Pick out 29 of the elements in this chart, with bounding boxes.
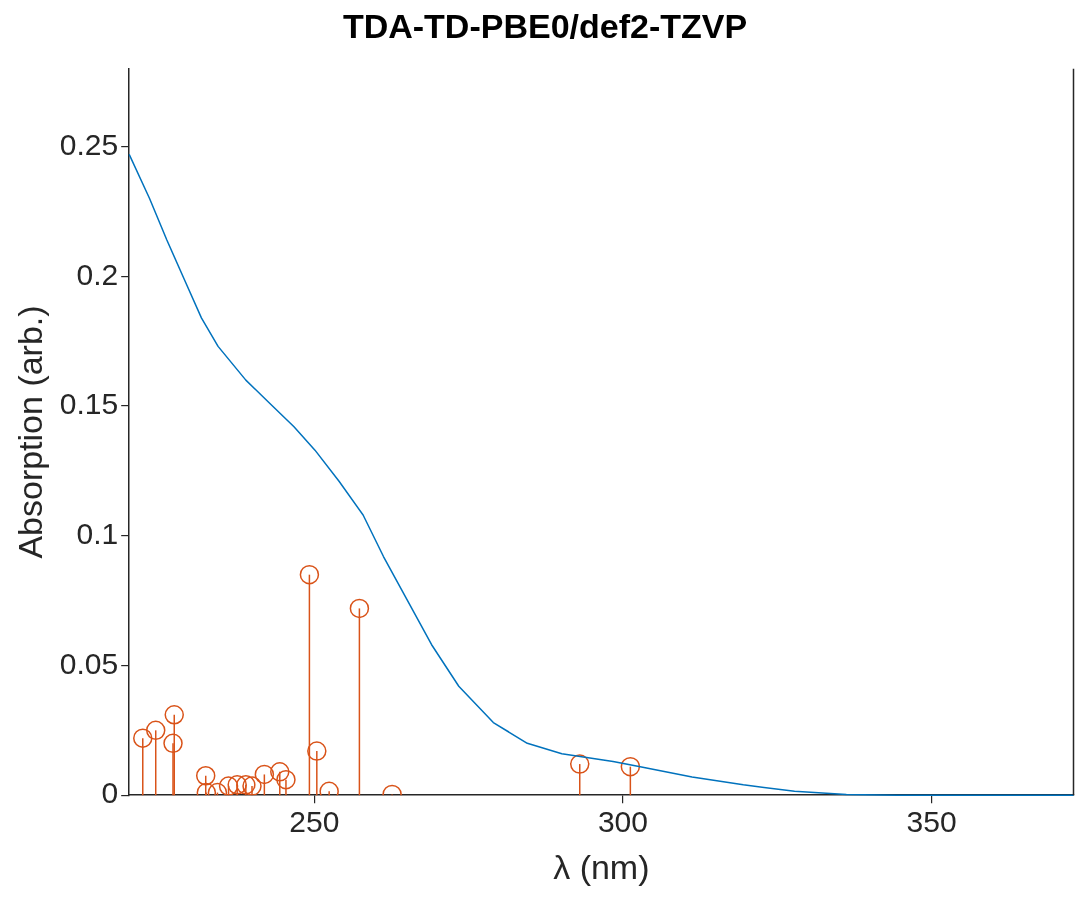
point [236, 775, 256, 795]
point [133, 728, 153, 748]
y-tick-label: 0.05 [59, 646, 119, 680]
point [299, 564, 320, 585]
point [195, 765, 216, 786]
point [307, 741, 327, 761]
y-tick-label: 0 [101, 776, 119, 810]
point [242, 776, 262, 796]
point [227, 775, 247, 795]
point [164, 705, 184, 725]
point [163, 733, 183, 754]
x-tick-label: 250 [289, 805, 340, 839]
point [276, 769, 296, 790]
x-tick-label: 300 [597, 805, 648, 839]
chart-title: TDA-TD-PBE0/def2-TZVP [342, 6, 748, 45]
x-axis-title: λ (nm) [553, 847, 650, 886]
point [218, 776, 239, 796]
point [620, 756, 641, 777]
y-tick-label: 0.25 [59, 127, 119, 161]
point [569, 754, 590, 774]
x-tick-label: 350 [906, 805, 957, 839]
y-axis-title: Absorption (arb.) [10, 305, 49, 559]
point [145, 720, 166, 741]
y-tick-label: 0.15 [59, 387, 119, 421]
point [349, 598, 370, 619]
y-tick-label: 0.2 [76, 257, 119, 291]
point [270, 762, 290, 782]
y-tick-label: 0.1 [76, 517, 119, 551]
point [254, 764, 275, 785]
